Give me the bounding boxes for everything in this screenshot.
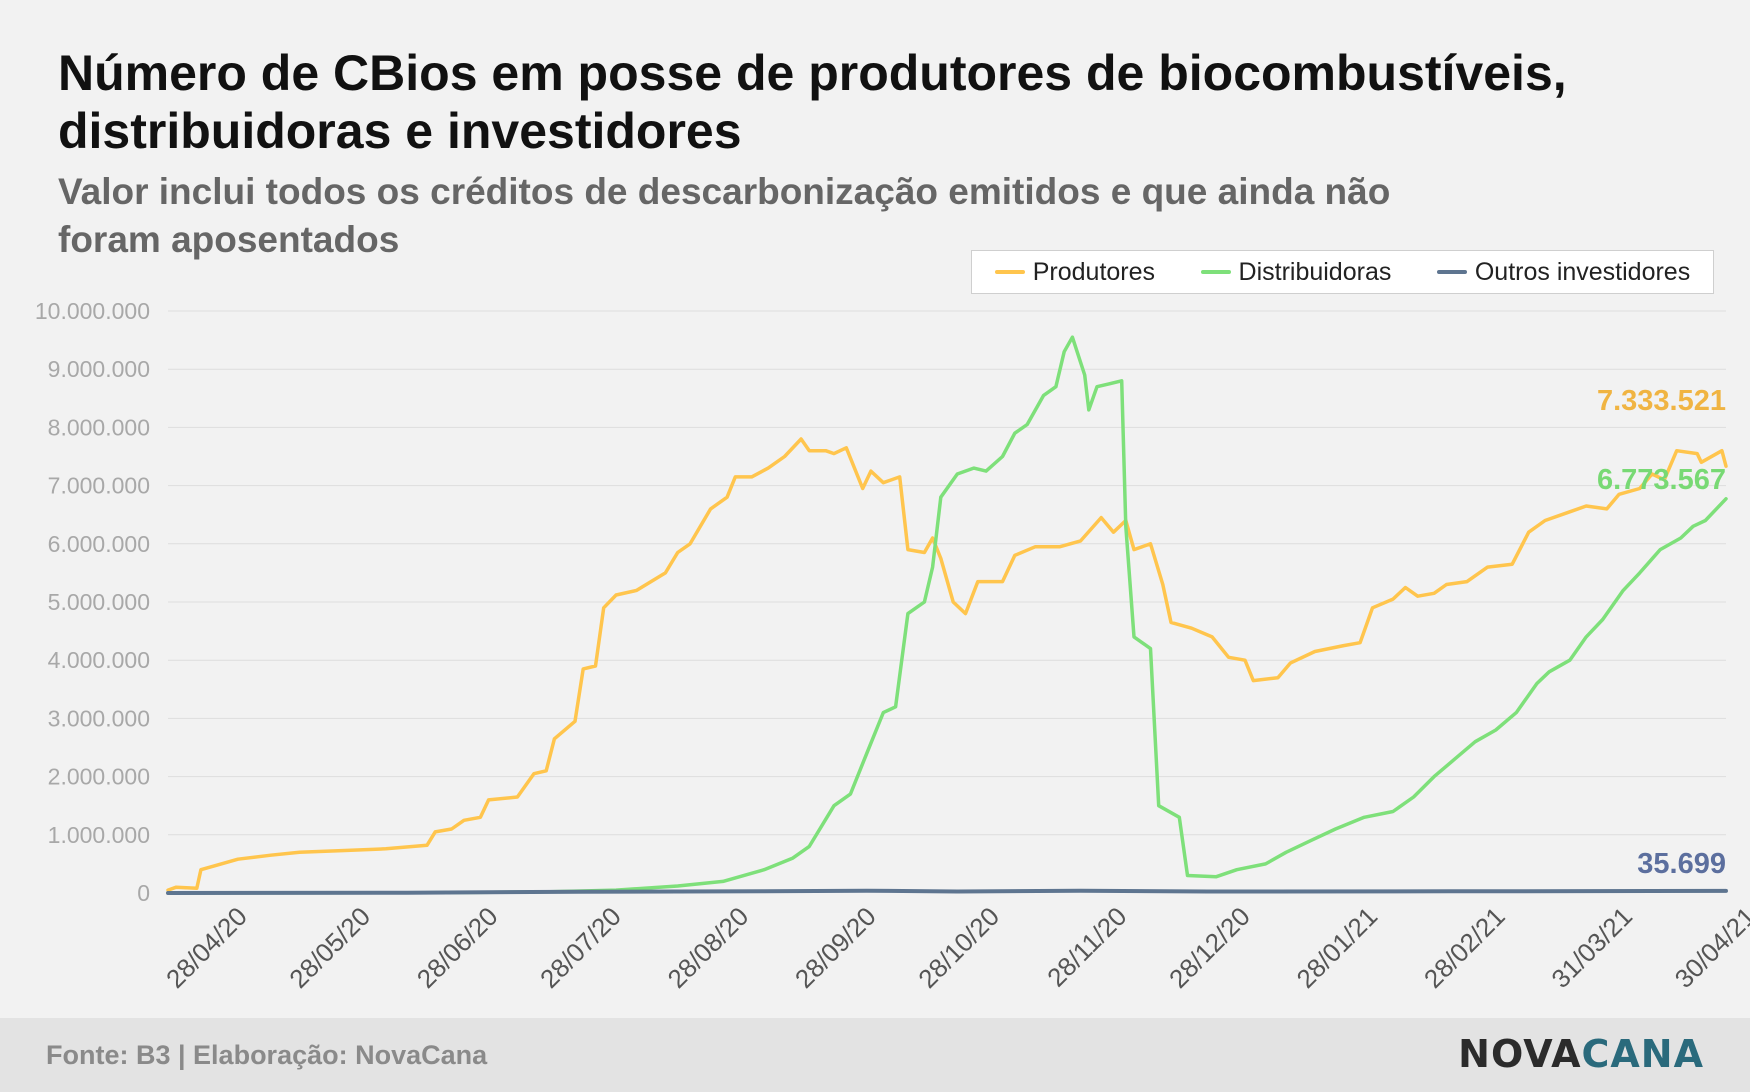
y-tick-label: 7.000.000 xyxy=(48,473,150,499)
x-tick-label: 28/06/20 xyxy=(411,901,504,994)
y-tick-label: 3.000.000 xyxy=(48,705,150,731)
legend-swatch-distribuidoras xyxy=(1200,270,1231,274)
x-tick-label: 28/08/20 xyxy=(662,901,755,994)
chart-subtitle: Valor inclui todos os créditos de descar… xyxy=(58,171,1391,260)
x-tick-label: 28/10/20 xyxy=(912,901,1005,994)
source-note: Fonte: B3 | Elaboração: NovaCana xyxy=(46,1040,488,1070)
x-tick-label: 28/05/20 xyxy=(283,901,376,994)
x-tick-label: 28/11/20 xyxy=(1041,901,1132,992)
x-tick-label: 28/04/20 xyxy=(160,901,253,994)
legend-label-produtores: Produtores xyxy=(1032,257,1156,286)
end-value-label: 7.333.521 xyxy=(1597,385,1726,417)
logo-part-nova: NOVA xyxy=(1458,1032,1582,1076)
novacana-logo[interactable]: NOVACANA xyxy=(1458,1032,1704,1076)
end-value-label: 35.699 xyxy=(1637,848,1726,880)
y-tick-label: 10.000.000 xyxy=(35,298,150,324)
series-line-1 xyxy=(166,335,1728,895)
y-tick-label: 5.000.000 xyxy=(48,589,150,615)
legend-label-outros: Outros investidores xyxy=(1474,257,1691,286)
logo-part-cana: CANA xyxy=(1581,1032,1704,1076)
end-value-label: 6.773.567 xyxy=(1597,464,1726,496)
legend-swatch-produtores xyxy=(994,270,1025,274)
y-tick-label: 2.000.000 xyxy=(48,764,150,790)
x-tick-label: 31/03/21 xyxy=(1545,901,1638,994)
x-tick-label: 30/04/21 xyxy=(1669,901,1750,994)
footer: Fonte: B3 | Elaboração: NovaCana NOVACAN… xyxy=(0,1018,1750,1092)
x-tick-label: 28/02/21 xyxy=(1418,901,1511,994)
y-tick-label: 4.000.000 xyxy=(48,647,150,673)
x-tick-label: 28/09/20 xyxy=(789,901,882,994)
y-tick-label: 8.000.000 xyxy=(48,414,150,440)
chart-title: Número de CBios em posse de produtores d… xyxy=(58,45,1567,159)
series-line-2 xyxy=(166,888,1728,895)
y-tick-label: 1.000.000 xyxy=(48,822,150,848)
x-tick-label: 28/12/20 xyxy=(1163,901,1256,994)
x-tick-label: 28/01/21 xyxy=(1290,901,1383,994)
series-line-0 xyxy=(166,437,1728,892)
legend-swatch-outros xyxy=(1436,270,1467,274)
y-tick-label: 0 xyxy=(137,880,150,906)
chart-legend: Produtores Distribuidoras Outros investi… xyxy=(971,250,1714,294)
legend-label-distribuidoras: Distribuidoras xyxy=(1238,257,1392,286)
y-tick-label: 9.000.000 xyxy=(48,356,150,382)
line-chart: 0 1.000.000 2.000.000 3.000.000 4.000.000 5.0… xyxy=(35,298,1750,994)
x-tick-label: 28/07/20 xyxy=(534,901,627,994)
legend-item-produtores[interactable]: Produtores xyxy=(994,257,1156,287)
legend-item-outros[interactable]: Outros investidores xyxy=(1436,257,1691,287)
y-tick-label: 6.000.000 xyxy=(48,531,150,557)
legend-item-distribuidoras[interactable]: Distribuidoras xyxy=(1200,257,1392,287)
